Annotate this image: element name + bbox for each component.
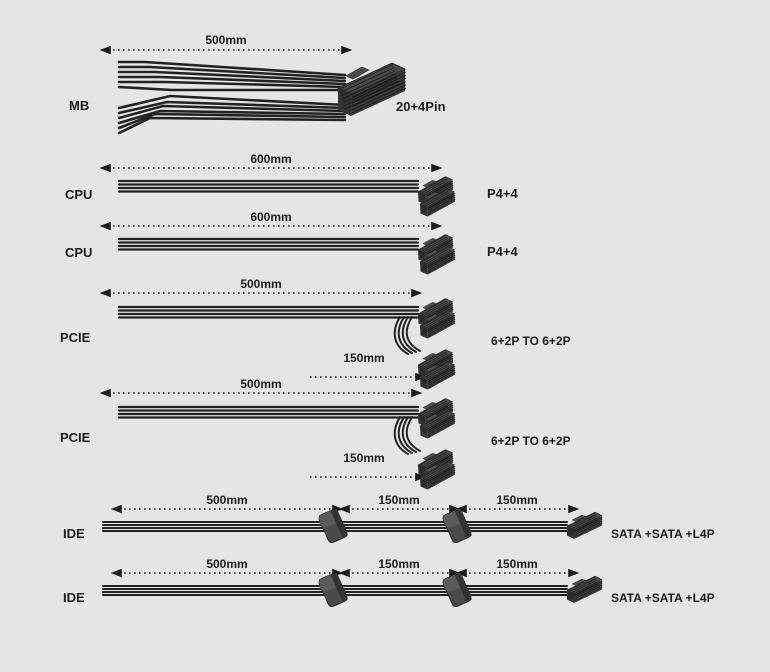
svg-text:500mm: 500mm bbox=[206, 493, 247, 507]
svg-text:CPU: CPU bbox=[65, 245, 92, 260]
svg-text:150mm: 150mm bbox=[343, 351, 384, 365]
svg-text:500mm: 500mm bbox=[240, 277, 281, 291]
svg-text:P4+4: P4+4 bbox=[487, 186, 518, 201]
svg-text:150mm: 150mm bbox=[496, 557, 537, 571]
svg-text:SATA +SATA +L4P: SATA +SATA +L4P bbox=[611, 591, 715, 605]
svg-text:6+2P TO 6+2P: 6+2P TO 6+2P bbox=[491, 434, 571, 448]
svg-text:SATA +SATA +L4P: SATA +SATA +L4P bbox=[611, 527, 715, 541]
svg-text:IDE: IDE bbox=[63, 590, 85, 605]
svg-text:600mm: 600mm bbox=[250, 210, 291, 224]
svg-text:20+4Pin: 20+4Pin bbox=[396, 99, 446, 114]
svg-text:MB: MB bbox=[69, 98, 89, 113]
svg-text:P4+4: P4+4 bbox=[487, 244, 518, 259]
svg-text:150mm: 150mm bbox=[378, 557, 419, 571]
svg-text:150mm: 150mm bbox=[496, 493, 537, 507]
svg-text:500mm: 500mm bbox=[205, 33, 246, 47]
svg-text:500mm: 500mm bbox=[240, 377, 281, 391]
svg-text:PCIE: PCIE bbox=[60, 330, 91, 345]
svg-text:CPU: CPU bbox=[65, 187, 92, 202]
svg-text:500mm: 500mm bbox=[206, 557, 247, 571]
svg-text:600mm: 600mm bbox=[250, 152, 291, 166]
svg-text:IDE: IDE bbox=[63, 526, 85, 541]
svg-text:150mm: 150mm bbox=[378, 493, 419, 507]
svg-text:PCIE: PCIE bbox=[60, 430, 91, 445]
svg-text:150mm: 150mm bbox=[343, 451, 384, 465]
svg-text:6+2P TO 6+2P: 6+2P TO 6+2P bbox=[491, 334, 571, 348]
